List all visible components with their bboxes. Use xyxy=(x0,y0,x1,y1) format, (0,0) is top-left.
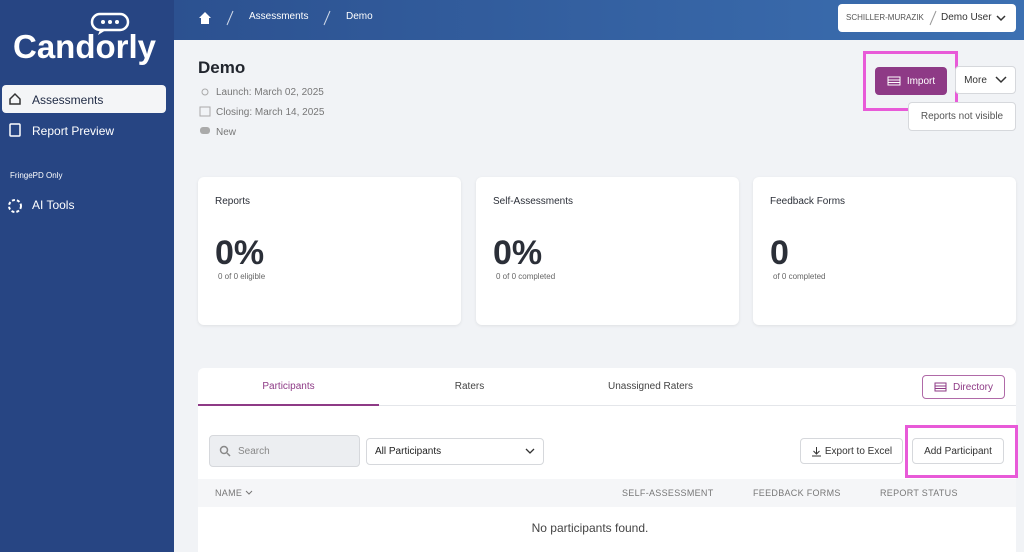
meta-icons xyxy=(199,88,211,134)
download-icon xyxy=(811,446,821,456)
chevron xyxy=(995,76,1007,84)
search-input[interactable] xyxy=(209,435,360,467)
table-icon xyxy=(934,382,947,392)
closing-date: Closing: March 14, 2025 xyxy=(216,107,325,118)
nav-item[interactable]: Assessments xyxy=(32,93,104,107)
empty-message: No participants found. xyxy=(531,521,649,535)
import-label: Import xyxy=(906,75,936,87)
tab-underline xyxy=(198,404,379,406)
tab-divider xyxy=(198,405,1016,406)
column-header: FEEDBACK FORMS xyxy=(753,488,841,498)
nav-active[interactable] xyxy=(2,85,166,113)
sidebar: Candorly Assessments Report Preview Frin… xyxy=(0,0,174,552)
card-note: of 0 completed xyxy=(773,272,826,281)
status: New xyxy=(216,127,237,138)
page-title: Demo xyxy=(198,58,246,77)
stat-card: Reports 0% 0 of 0 eligible xyxy=(198,177,461,325)
card-label: Feedback Forms xyxy=(770,196,846,207)
launch-date: Launch: March 02, 2025 xyxy=(216,87,324,98)
import-button[interactable]: Import xyxy=(875,67,947,95)
column-header: REPORT STATUS xyxy=(880,488,958,498)
tab[interactable]: Raters xyxy=(454,381,485,392)
column-header: SELF-ASSESSMENT xyxy=(622,488,714,498)
add-label: Add Participant xyxy=(924,445,992,457)
top-bar: Assessments Demo SCHILLER-MURAZIK Demo U… xyxy=(174,0,1024,40)
logo: Candorly xyxy=(13,28,157,65)
stat-card: Self-Assessments 0% 0 of 0 completed xyxy=(476,177,739,325)
search-icon xyxy=(219,445,231,457)
breadcrumb: Demo xyxy=(346,11,373,22)
search-placeholder: Search xyxy=(238,446,270,457)
tab[interactable]: Participants xyxy=(262,381,315,392)
table-icon xyxy=(887,76,901,86)
table-header xyxy=(198,479,1016,507)
user: Demo User xyxy=(941,12,992,23)
card-label: Self-Assessments xyxy=(493,196,574,207)
home-icon[interactable] xyxy=(198,11,212,25)
sort-icon xyxy=(245,490,253,495)
directory-label: Directory xyxy=(952,381,993,393)
account-menu[interactable] xyxy=(838,4,1016,32)
nav-item[interactable]: Report Preview xyxy=(32,124,115,138)
more-label: More xyxy=(964,74,987,86)
nav-item[interactable]: AI Tools xyxy=(32,198,75,212)
column-header[interactable]: NAME xyxy=(215,488,243,498)
ai-icon xyxy=(8,199,22,213)
visibility-label: Reports not visible xyxy=(920,111,1004,122)
org: SCHILLER-MURAZIK xyxy=(846,13,924,22)
directory-button[interactable]: Directory xyxy=(922,375,1005,399)
card-label: Reports xyxy=(215,196,251,207)
card-note: 0 of 0 eligible xyxy=(218,272,266,281)
chevron xyxy=(996,15,1006,22)
separator xyxy=(226,10,234,26)
separator xyxy=(929,10,937,26)
card-value: 0% xyxy=(493,234,543,272)
chevron xyxy=(525,448,535,454)
breadcrumb[interactable]: Assessments xyxy=(249,11,309,22)
card-value: 0% xyxy=(215,234,265,272)
logo-icon xyxy=(90,12,130,35)
export-button[interactable]: Export to Excel xyxy=(800,438,903,464)
report-icon xyxy=(9,123,21,137)
section-label: FringePD Only xyxy=(10,171,63,180)
stat-card: Feedback Forms 0 of 0 completed xyxy=(753,177,1016,325)
filter-select[interactable] xyxy=(366,438,544,465)
tab[interactable]: Unassigned Raters xyxy=(607,381,694,392)
filter-value: All Participants xyxy=(375,446,442,457)
more-button[interactable]: More xyxy=(955,66,1016,94)
export-label: Export to Excel xyxy=(824,445,893,457)
visibility-button[interactable]: Reports not visible xyxy=(908,102,1016,131)
home-icon xyxy=(9,92,21,105)
separator xyxy=(323,10,331,26)
add-participant-button[interactable]: Add Participant xyxy=(912,438,1004,464)
highlight xyxy=(905,425,1018,478)
card-value: 0 xyxy=(770,234,789,272)
card-note: 0 of 0 completed xyxy=(496,272,556,281)
